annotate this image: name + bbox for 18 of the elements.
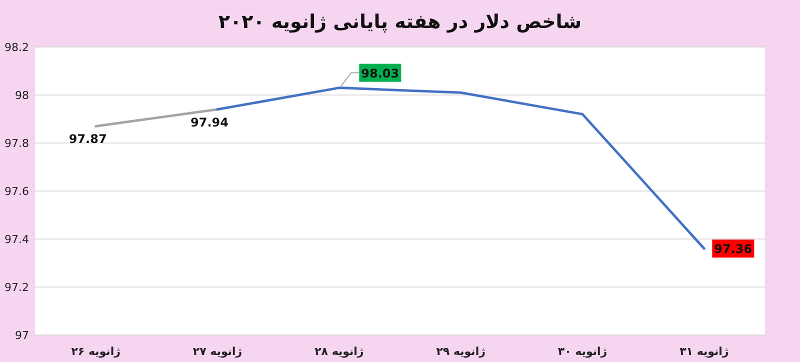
y-tick-label: 97.2 xyxy=(4,281,29,294)
data-label: 97.36 xyxy=(714,242,752,256)
x-tick-label: ژانویه ۳۱ xyxy=(680,345,729,358)
chart-title: شاخص دلار در هفته پایانی ژانویه ۲۰۲۰ xyxy=(218,11,582,33)
x-tick-label: ژانویه ۲۸ xyxy=(314,345,364,358)
y-tick-label: 97.8 xyxy=(4,137,29,150)
y-tick-label: 97.6 xyxy=(4,185,29,198)
y-tick-label: 98.2 xyxy=(4,41,29,54)
data-label: 97.94 xyxy=(190,115,228,130)
x-tick-label: ژانویه ۲۷ xyxy=(192,345,242,358)
y-tick-label: 98 xyxy=(15,89,29,102)
x-tick-label: ژانویه ۳۰ xyxy=(558,345,608,358)
x-tick-label: ژانویه ۲۶ xyxy=(71,345,120,358)
y-tick-label: 97.4 xyxy=(4,233,29,246)
x-tick-label: ژانویه ۲۹ xyxy=(436,345,486,358)
y-tick-label: 97 xyxy=(15,329,29,342)
data-label: 98.03 xyxy=(361,66,400,80)
data-label: 97.87 xyxy=(68,132,107,146)
